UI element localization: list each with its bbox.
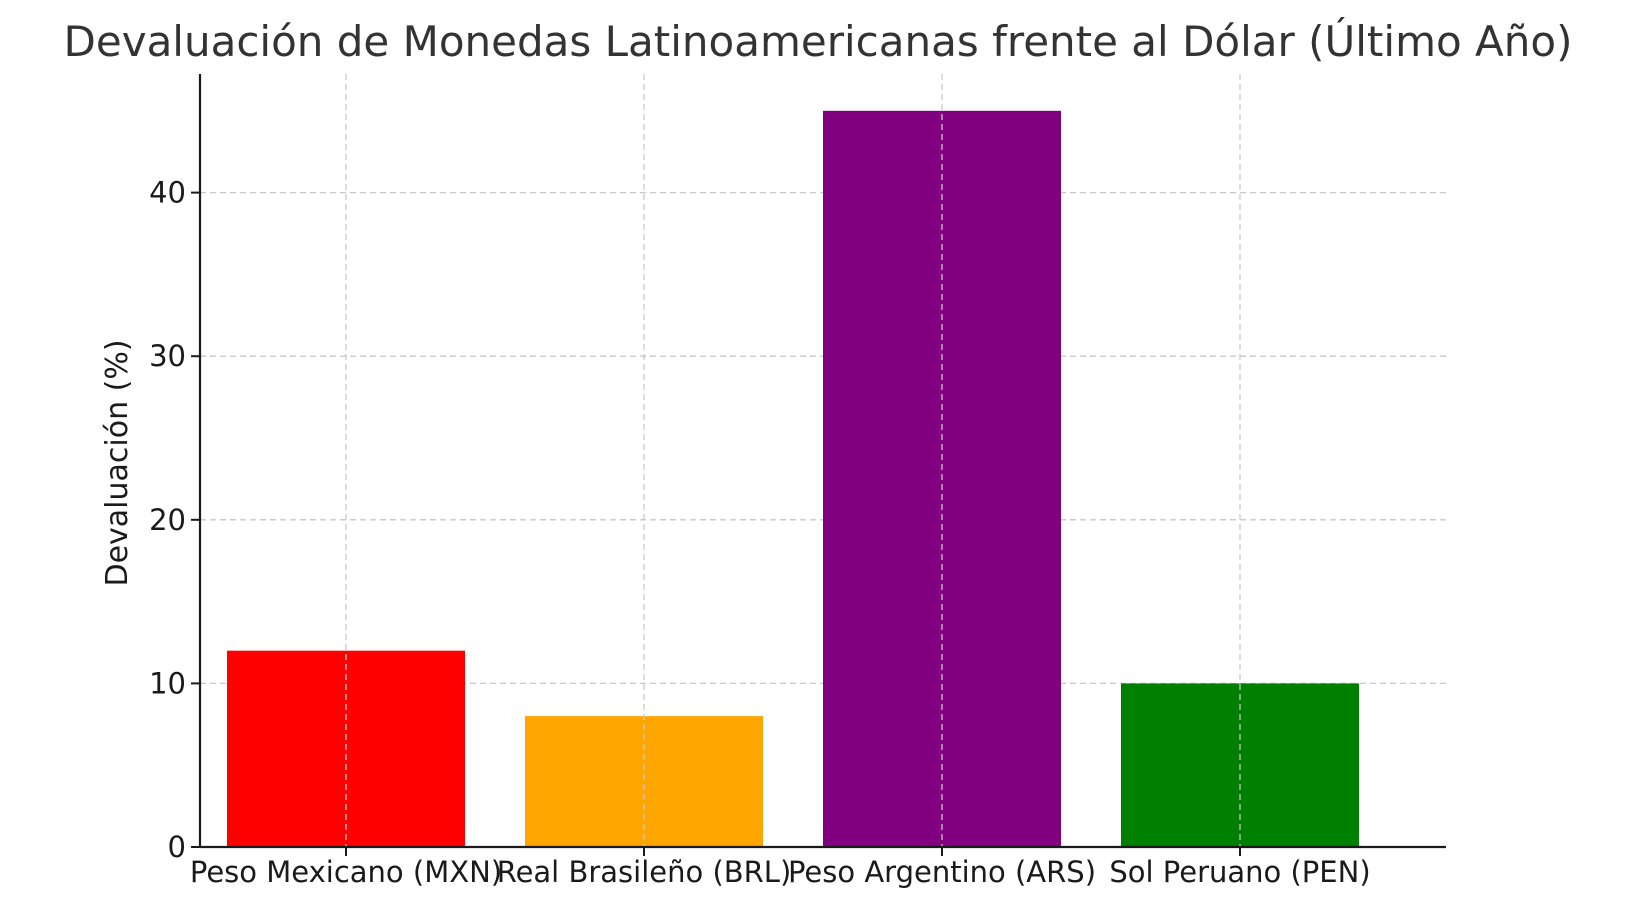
y-tick-label: 10 bbox=[149, 666, 186, 700]
x-tick-label: Real Brasileño (BRL) bbox=[497, 855, 792, 889]
chart-title: Devaluación de Monedas Latinoamericanas … bbox=[64, 16, 1573, 66]
vertical-gridlines bbox=[345, 74, 1241, 847]
bars bbox=[227, 110, 1359, 848]
y-tick-label: 40 bbox=[149, 176, 186, 210]
y-tick-label: 0 bbox=[168, 830, 186, 864]
y-tick-label: 20 bbox=[149, 503, 186, 537]
x-tick-label: Peso Argentino (ARS) bbox=[788, 855, 1096, 889]
x-ticks: Peso Mexicano (MXN)Real Brasileño (BRL)P… bbox=[190, 847, 1371, 889]
y-tick-label: 30 bbox=[149, 339, 186, 373]
x-tick-label: Sol Peruano (PEN) bbox=[1109, 855, 1370, 889]
x-tick-label: Peso Mexicano (MXN) bbox=[190, 855, 502, 889]
y-axis-label: Devaluación (%) bbox=[100, 339, 135, 586]
y-ticks: 0 10 20 30 40 bbox=[149, 176, 200, 864]
axes bbox=[198, 74, 1446, 849]
